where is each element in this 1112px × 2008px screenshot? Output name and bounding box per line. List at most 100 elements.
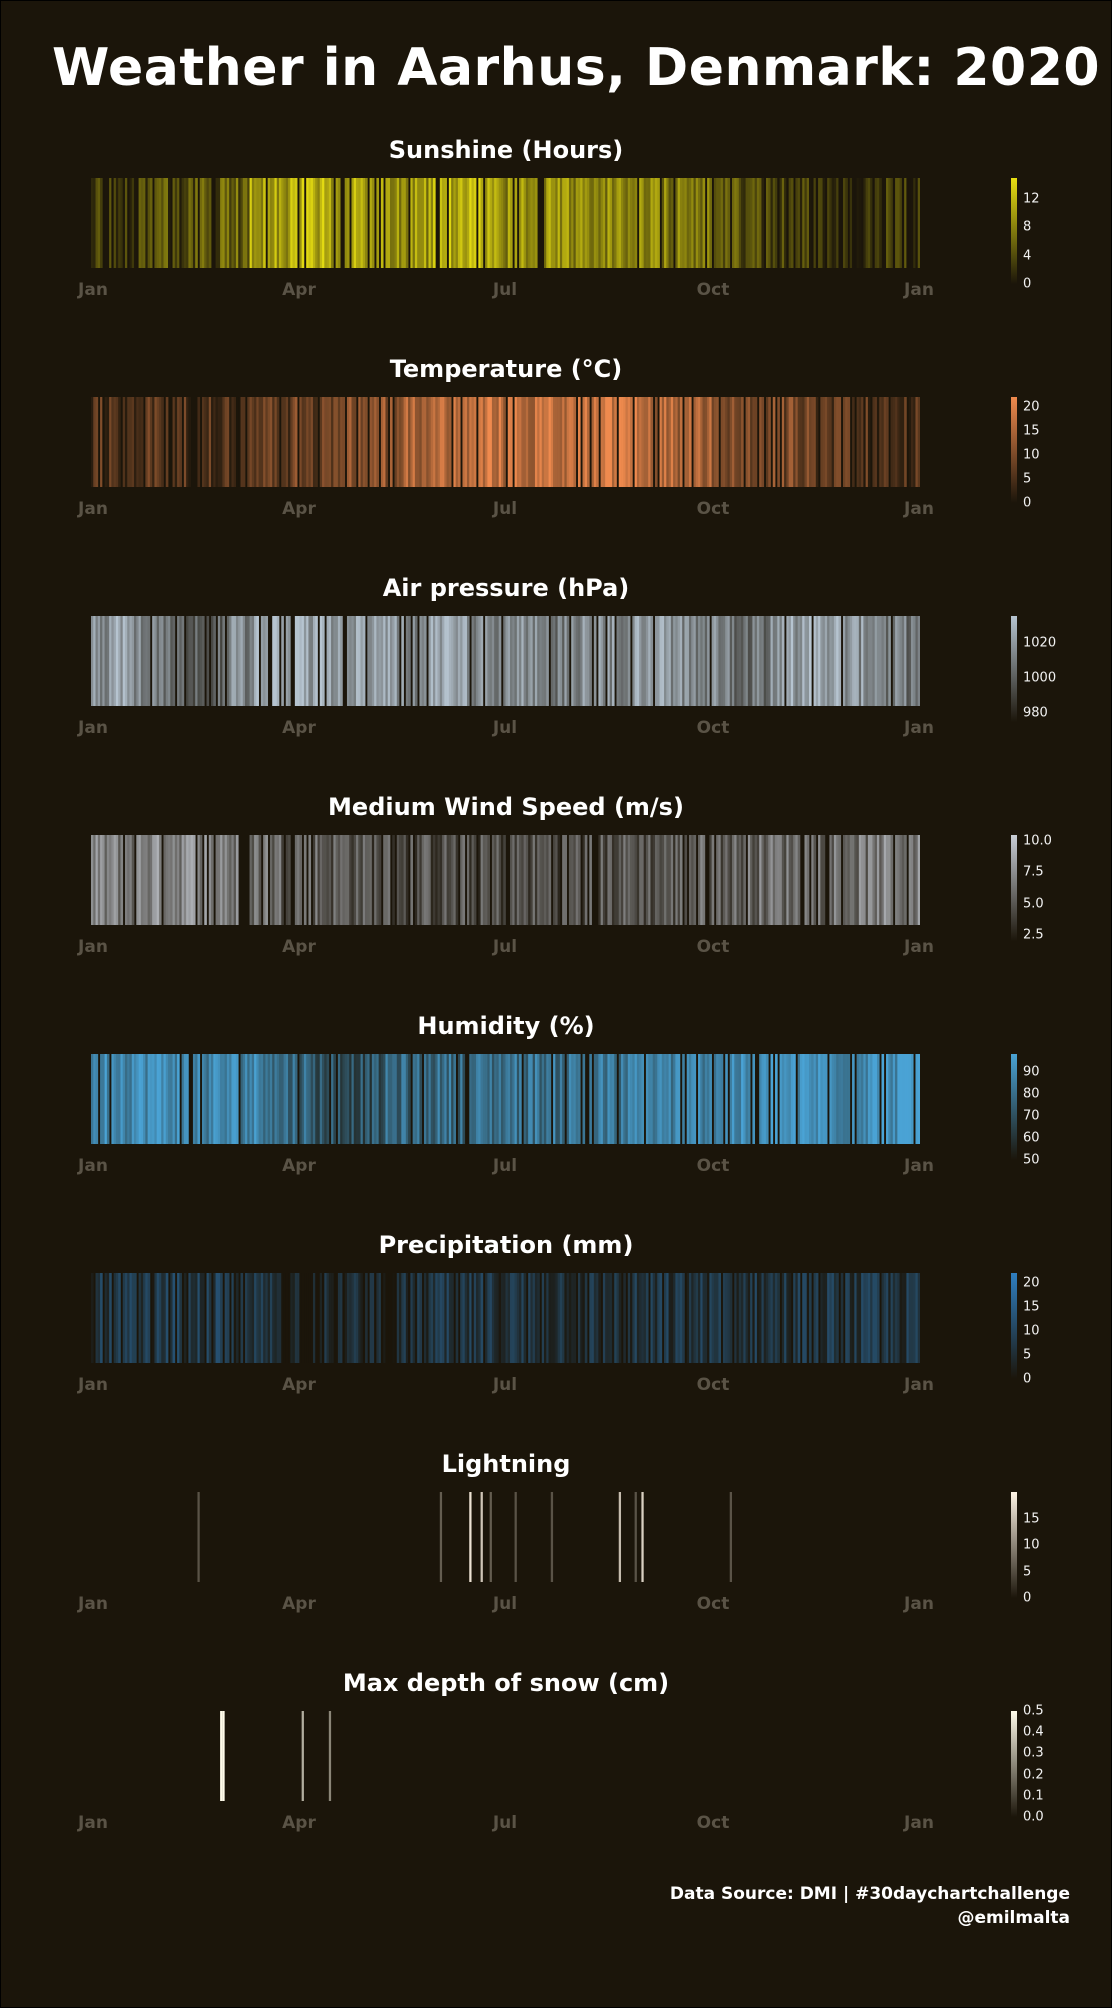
day-cell <box>111 397 115 487</box>
day-cell <box>618 1273 622 1363</box>
day-cell <box>129 178 133 268</box>
day-cell <box>380 1273 384 1363</box>
day-cell <box>120 616 124 706</box>
day-cell <box>199 1273 203 1363</box>
day-cell <box>263 835 266 925</box>
day-cell <box>784 1054 787 1144</box>
day-cell <box>865 178 869 268</box>
day-cell <box>539 1054 543 1144</box>
day-cell <box>711 397 715 487</box>
day-cell <box>111 1054 115 1144</box>
day-cell <box>480 616 484 706</box>
day-cell <box>650 1273 654 1363</box>
day-cell <box>235 616 239 706</box>
day-cell <box>408 397 411 487</box>
day-cell <box>91 616 94 706</box>
day-cell <box>444 835 447 925</box>
day-cell <box>487 835 490 925</box>
day-cell <box>231 397 235 487</box>
legend-tick-label: 15 <box>1023 1299 1040 1315</box>
day-cell <box>532 397 536 487</box>
day-cell <box>584 616 588 706</box>
day-cell <box>322 397 325 487</box>
day-cell <box>152 1054 155 1144</box>
day-cell <box>301 397 305 487</box>
day-cell <box>867 397 871 487</box>
day-cell <box>691 178 694 268</box>
day-cell <box>813 616 817 706</box>
day-cell <box>632 1054 635 1144</box>
day-cell <box>553 1054 556 1144</box>
day-cell <box>854 835 857 925</box>
day-cell <box>183 397 187 487</box>
day-cell <box>317 1054 321 1144</box>
day-cell <box>401 1054 404 1144</box>
day-cell <box>729 1054 733 1144</box>
day-cell <box>315 616 318 706</box>
legend-tick-label: 0.2 <box>1023 1767 1044 1783</box>
day-cell <box>852 397 855 487</box>
day-cell <box>172 1054 176 1144</box>
day-cell <box>892 178 896 268</box>
panel-title-0: Sunshine (Hours) <box>388 136 624 164</box>
day-cell <box>446 1273 450 1363</box>
day-cell <box>263 1273 266 1363</box>
day-cell <box>693 1054 697 1144</box>
day-cell <box>763 1273 767 1363</box>
day-cell <box>917 835 920 925</box>
day-cell <box>659 397 663 487</box>
day-cell <box>836 1054 839 1144</box>
day-cell <box>124 1054 128 1144</box>
day-cell <box>711 835 715 925</box>
day-cell <box>854 1273 857 1363</box>
day-cell <box>831 178 835 268</box>
day-cell <box>165 1273 169 1363</box>
day-cell <box>455 1273 459 1363</box>
day-cell <box>229 1054 232 1144</box>
legend-tick-label: 5 <box>1023 471 1032 487</box>
day-cell <box>290 1273 293 1363</box>
day-cell <box>308 835 312 925</box>
day-cell <box>634 178 638 268</box>
day-cell <box>131 178 135 268</box>
day-cell <box>654 1273 658 1363</box>
day-cell <box>833 1054 837 1144</box>
day-cell <box>265 616 269 706</box>
day-cell <box>523 1273 527 1363</box>
day-cell <box>383 1054 386 1144</box>
day-cell <box>589 616 592 706</box>
day-cell <box>204 397 207 487</box>
day-cell <box>249 1054 253 1144</box>
day-cell <box>489 178 493 268</box>
day-cell <box>256 178 259 268</box>
day-cell <box>897 1054 900 1144</box>
day-cell <box>299 1273 302 1363</box>
day-cell <box>127 835 130 925</box>
day-cell <box>695 178 699 268</box>
day-cell <box>790 835 794 925</box>
day-cell <box>156 397 160 487</box>
day-cell <box>668 1054 672 1144</box>
day-cell <box>437 835 441 925</box>
day-cell <box>752 397 756 487</box>
day-cell <box>430 397 434 487</box>
day-cell <box>113 616 117 706</box>
day-cell <box>870 1273 873 1363</box>
day-cell <box>414 616 418 706</box>
day-cell <box>281 1273 284 1363</box>
day-cell <box>634 397 638 487</box>
day-cell <box>514 835 518 925</box>
day-cell <box>910 835 914 925</box>
day-cell <box>326 1273 330 1363</box>
day-cell <box>591 1273 595 1363</box>
day-cell <box>736 616 740 706</box>
day-cell <box>215 1054 219 1144</box>
day-cell <box>523 835 527 925</box>
day-cell <box>722 1273 726 1363</box>
day-cell <box>874 835 878 925</box>
day-cell <box>222 1054 225 1144</box>
day-cell <box>496 1273 500 1363</box>
day-cell <box>288 397 291 487</box>
day-cell <box>215 397 219 487</box>
day-cell <box>829 178 833 268</box>
